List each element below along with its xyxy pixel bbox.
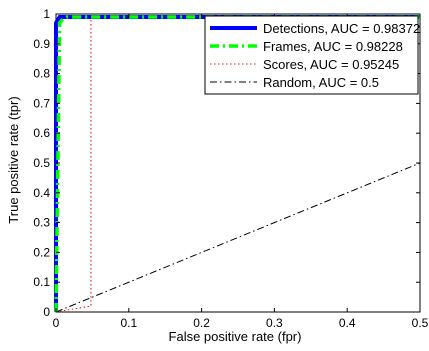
x-axis-label: False positive rate (fpr): [169, 329, 302, 344]
legend-entry: Detections, AUC = 0.98372: [263, 21, 420, 36]
x-tick-label: 0.1: [120, 316, 137, 330]
y-tick-label: 0.9: [33, 37, 50, 51]
x-tick-label: 0.2: [193, 316, 210, 330]
legend: Detections, AUC = 0.98372 Frames, AUC = 0…: [204, 15, 420, 95]
ticks-layer: 0 0.1 0.2 0.3 0.4 0.5 0 0.1 0.2 0.3 0.4 0.5 0.6 0.7 0.…: [33, 7, 428, 330]
x-tick-label: 0: [53, 316, 60, 330]
y-tick-label: 0.5: [33, 156, 50, 170]
x-tick-label: 0.4: [339, 316, 356, 330]
y-tick-label: 0.7: [33, 96, 50, 110]
x-tick-label: 0.5: [412, 316, 429, 330]
series-line-0: [54, 14, 420, 312]
y-tick-label: 1: [43, 7, 50, 21]
y-tick-label: 0: [43, 305, 50, 319]
y-tick-label: 0.6: [33, 126, 50, 140]
legend-entry: Frames, AUC = 0.98228: [263, 39, 403, 54]
y-tick-label: 0.2: [33, 245, 50, 259]
legend-entry: Scores, AUC = 0.95245: [263, 57, 399, 72]
y-tick-label: 0.3: [33, 216, 50, 230]
y-tick-label: 0.1: [33, 275, 50, 289]
y-tick-label: 0.4: [33, 186, 50, 200]
y-axis-label: True positive rate (tpr): [6, 96, 21, 223]
series-line-1: [54, 15, 420, 313]
x-tick-label: 0.3: [266, 316, 283, 330]
legend-entry: Random, AUC = 0.5: [263, 75, 379, 90]
y-tick-label: 0.8: [33, 67, 50, 81]
